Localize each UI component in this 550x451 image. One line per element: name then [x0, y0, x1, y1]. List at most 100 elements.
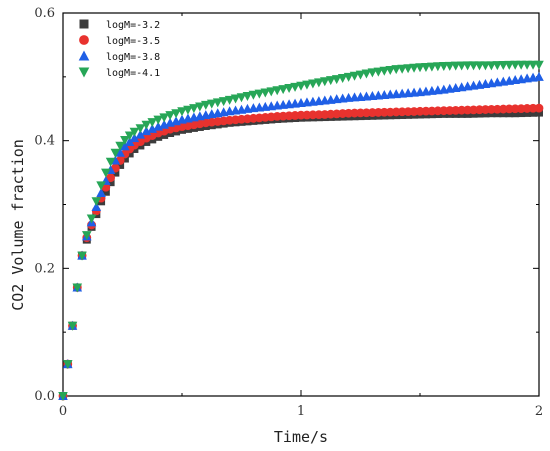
data-point — [308, 79, 318, 89]
data-point — [534, 60, 544, 70]
data-point — [115, 147, 125, 157]
data-point — [450, 61, 461, 71]
data-point — [236, 93, 247, 103]
legend-marker — [79, 35, 89, 45]
y-axis-title: CO2 Volume fraction — [9, 139, 27, 311]
legend-marker — [78, 50, 90, 61]
data-point — [456, 61, 467, 71]
data-point — [439, 61, 449, 71]
data-point — [361, 69, 372, 79]
series-triangle-down — [58, 60, 544, 401]
data-point — [124, 131, 135, 141]
data-point — [58, 392, 68, 401]
data-point — [355, 70, 366, 80]
legend-marker — [78, 67, 90, 78]
data-point — [272, 86, 282, 96]
data-point — [159, 113, 169, 123]
data-point — [260, 88, 271, 98]
data-point — [397, 64, 407, 74]
data-point — [349, 71, 360, 81]
data-point — [106, 178, 115, 187]
axis-tick-labels: 0 1 2 0.0 0.2 0.4 0.6 — [34, 6, 543, 419]
data-point — [72, 283, 83, 293]
data-point — [504, 60, 515, 70]
x-tick-label: 1 — [297, 404, 305, 419]
data-point — [373, 67, 384, 77]
data-point — [302, 80, 312, 90]
data-point — [111, 168, 120, 177]
y-tick-label: 0.6 — [34, 6, 55, 21]
legend-marker — [79, 19, 89, 29]
data-point — [106, 173, 115, 183]
series-triangle-up — [58, 71, 544, 400]
data-point — [183, 105, 193, 115]
data-point — [165, 111, 175, 121]
legend-label: logM=-3.2 — [106, 20, 160, 31]
data-point — [367, 68, 378, 78]
data-point — [492, 61, 503, 71]
data-point — [535, 108, 543, 117]
data-point — [218, 97, 229, 107]
data-point — [115, 141, 125, 151]
legend: logM=-3.2 logM=-3.5 logM=-3.8 logM=-4.1 — [78, 19, 160, 79]
data-point — [230, 94, 241, 104]
data-point — [206, 99, 217, 109]
data-point — [385, 65, 396, 75]
data-point — [171, 109, 181, 119]
data-point — [415, 63, 425, 73]
data-point — [129, 133, 140, 143]
data-point — [517, 109, 526, 118]
legend-item: logM=-3.8 — [78, 50, 160, 63]
x-tick-label: 2 — [535, 404, 543, 419]
data-point — [278, 85, 288, 95]
data-point — [135, 129, 146, 139]
data-point — [403, 64, 413, 74]
data-point — [195, 102, 205, 112]
data-point — [290, 82, 300, 92]
data-point — [116, 160, 125, 169]
data-point — [141, 120, 152, 130]
data-markers — [58, 60, 544, 401]
data-point — [534, 103, 544, 113]
data-point — [110, 148, 121, 158]
data-point — [433, 62, 443, 72]
data-point — [147, 118, 158, 128]
data-point — [101, 187, 110, 196]
data-point — [67, 321, 78, 331]
data-point — [91, 202, 102, 212]
data-point — [421, 62, 431, 72]
data-point — [62, 360, 73, 370]
data-point — [486, 61, 497, 71]
legend-item: logM=-3.5 — [79, 35, 160, 47]
x-tick-label: 0 — [59, 404, 67, 419]
data-point — [379, 66, 390, 76]
data-point — [224, 95, 235, 105]
legend-item: logM=-3.2 — [79, 19, 160, 31]
data-point — [498, 61, 509, 71]
data-point — [444, 61, 455, 71]
data-point — [320, 77, 330, 87]
data-point — [212, 98, 223, 108]
data-point — [427, 62, 437, 72]
legend-label: logM=-3.8 — [106, 52, 160, 63]
data-point — [96, 188, 106, 198]
data-point — [96, 181, 106, 191]
data-point — [248, 90, 259, 100]
data-point — [129, 127, 140, 137]
data-point — [337, 73, 348, 83]
data-point — [529, 108, 538, 117]
data-point — [77, 251, 87, 261]
data-point — [343, 72, 354, 82]
legend-label: logM=-3.5 — [106, 36, 160, 47]
data-point — [91, 197, 102, 207]
data-point — [201, 100, 211, 110]
data-point — [177, 107, 187, 117]
legend-item: logM=-4.1 — [78, 67, 160, 79]
data-point — [120, 154, 129, 163]
data-point — [86, 214, 97, 224]
data-point — [124, 136, 135, 146]
data-point — [153, 115, 163, 125]
data-point — [120, 136, 130, 146]
data-point — [125, 149, 134, 158]
